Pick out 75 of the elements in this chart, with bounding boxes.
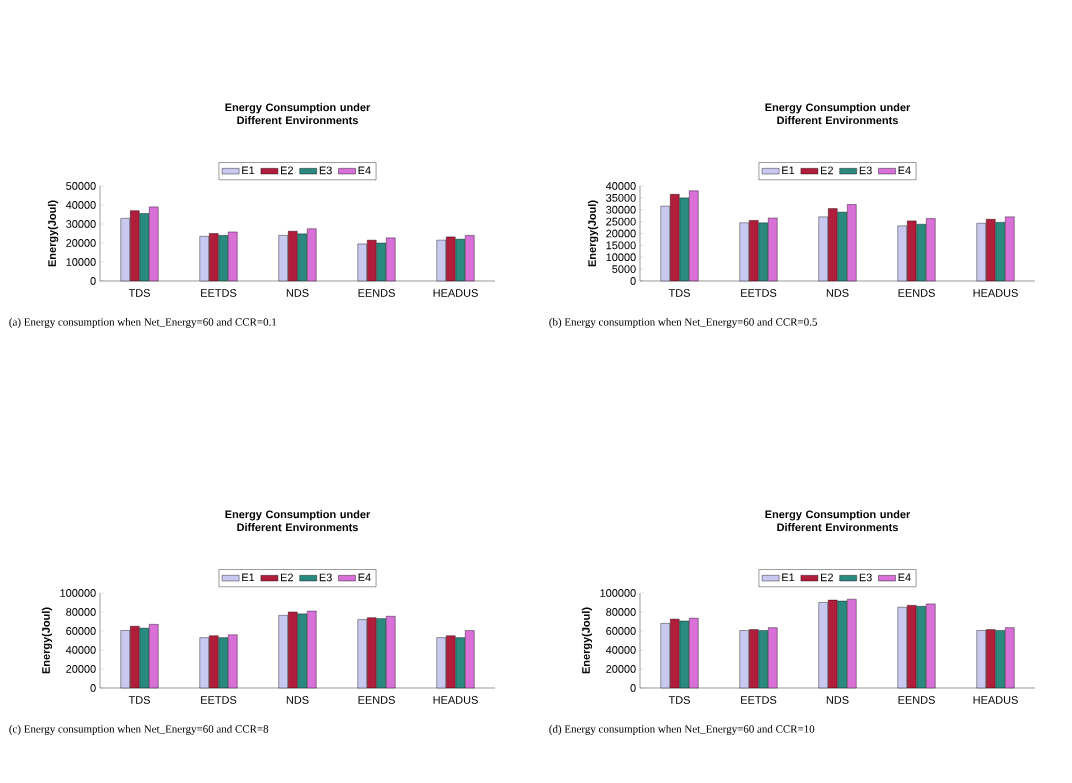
y-tick-label: 30000 xyxy=(606,205,636,214)
x-tick-label: HEADUS xyxy=(433,696,478,704)
legend-label: E1 xyxy=(782,573,795,582)
legend-label: E4 xyxy=(358,166,371,175)
x-tick-label: TDS xyxy=(128,696,150,704)
y-tick-label: 15000 xyxy=(606,241,636,250)
x-tick-label: EETDS xyxy=(201,289,237,297)
chart-title: Energy Consumption under Different Environments xyxy=(225,103,371,125)
y-tick-label: 25000 xyxy=(606,217,636,226)
y-tick-label: 0 xyxy=(90,684,96,692)
y-tick-label: 40000 xyxy=(65,646,96,654)
chart-title: Energy Consumption under Different Environments xyxy=(225,510,371,532)
y-tick-label: 20000 xyxy=(606,665,636,673)
x-tick-label: HEADUS xyxy=(973,289,1018,297)
y-tick-label: 40000 xyxy=(605,182,636,190)
y-tick-label: 0 xyxy=(630,684,636,692)
x-tick-label: EETDS xyxy=(741,289,777,297)
y-tick-label: 10000 xyxy=(606,253,636,262)
x-tick-label: HEADUS xyxy=(973,696,1018,704)
x-tick-label: TDS xyxy=(668,696,690,704)
legend-label: E2 xyxy=(821,573,833,582)
legend-label: E3 xyxy=(319,573,332,582)
x-tick-label: NDS xyxy=(826,696,849,704)
legend-label: E4 xyxy=(898,573,911,582)
x-tick-label: HEADUS xyxy=(433,289,478,297)
y-tick-label: 80000 xyxy=(606,608,636,616)
chart-title: Energy Consumption under Different Environments xyxy=(765,510,911,532)
x-tick-label: EETDS xyxy=(741,696,777,704)
x-tick-label: EENDS xyxy=(898,289,935,297)
y-tick-label: 50000 xyxy=(66,182,96,190)
y-tick-label: 5000 xyxy=(612,265,636,273)
y-axis-title: Energy(Joul) xyxy=(41,607,53,674)
x-tick-label: NDS xyxy=(826,289,849,297)
y-tick-label: 30000 xyxy=(66,220,96,228)
y-tick-label: 10000 xyxy=(66,258,96,266)
y-tick-label: 60000 xyxy=(606,627,636,635)
x-tick-label: EENDS xyxy=(358,289,395,297)
y-tick-label: 20000 xyxy=(606,229,636,238)
y-tick-label: 100000 xyxy=(60,589,96,597)
text: (c) Energy consumption when Net_Energy=60 and CCR=8 xyxy=(9,725,269,735)
y-tick-label: 100000 xyxy=(600,589,636,597)
x-tick-label: EETDS xyxy=(201,696,237,704)
x-tick-label: EENDS xyxy=(358,696,395,704)
legend-label: E3 xyxy=(859,573,872,582)
legend-label: E4 xyxy=(358,573,371,582)
y-axis-title: Energy(Joul) xyxy=(47,200,59,267)
legend-label: E2 xyxy=(821,166,833,175)
x-tick-label: TDS xyxy=(668,289,690,297)
x-tick-label: NDS xyxy=(286,289,309,297)
legend-label: E3 xyxy=(859,166,872,175)
legend-label: E1 xyxy=(242,573,255,582)
y-axis-title: Energy(Joul) xyxy=(581,607,593,674)
legend-label: E2 xyxy=(281,166,293,175)
x-tick-label: EENDS xyxy=(898,696,935,704)
y-tick-label: 80000 xyxy=(66,608,96,616)
text: (d) Energy consumption when Net_Energy=60 and CCR=10 xyxy=(549,725,815,735)
y-axis-title: Energy(Joul) xyxy=(587,200,599,267)
legend-label: E1 xyxy=(242,166,255,175)
x-tick-label: NDS xyxy=(286,696,309,704)
chart-title: Energy Consumption under Different Environments xyxy=(765,103,911,125)
y-tick-label: 20000 xyxy=(66,239,96,247)
x-tick-label: TDS xyxy=(128,289,150,297)
y-tick-label: 60000 xyxy=(66,627,96,635)
y-tick-label: 20000 xyxy=(66,665,96,673)
y-tick-label: 0 xyxy=(90,277,96,285)
y-tick-label: 35000 xyxy=(606,193,636,202)
legend-label: E1 xyxy=(782,166,795,175)
text: (a) Energy consumption when Net_Energy=60 and CCR=0.1 xyxy=(9,318,277,328)
legend-label: E4 xyxy=(898,166,911,175)
y-tick-label: 40000 xyxy=(605,646,636,654)
y-tick-label: 40000 xyxy=(65,201,96,209)
legend-label: E2 xyxy=(281,573,293,582)
legend-label: E3 xyxy=(319,166,332,175)
y-tick-label: 0 xyxy=(630,277,636,285)
text: (b) Energy consumption when Net_Energy=60 and CCR=0.5 xyxy=(549,318,817,328)
